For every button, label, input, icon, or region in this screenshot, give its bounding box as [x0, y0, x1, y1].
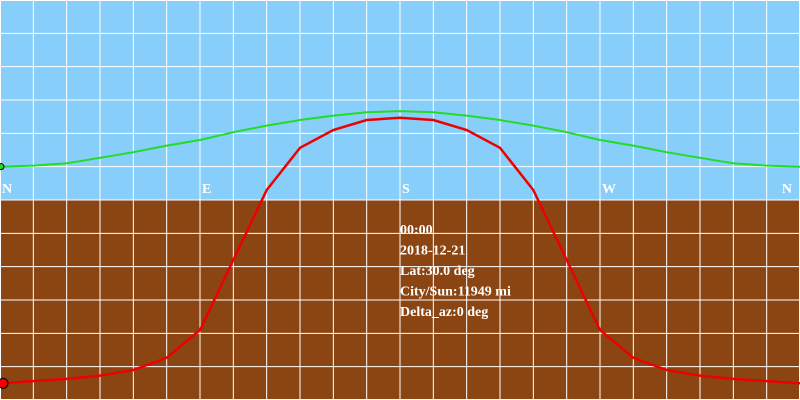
- info-text: Lat:30.0 deg: [400, 264, 475, 279]
- info-text: 00:00: [400, 223, 433, 238]
- compass-label: N: [782, 182, 792, 197]
- info-text: City/Sun:11949 mi: [400, 285, 511, 300]
- series-line: [0, 116, 800, 385]
- start-marker: [0, 163, 5, 171]
- info-text: Delta_az:0 deg: [400, 305, 488, 320]
- compass-label: S: [402, 182, 410, 197]
- start-marker: [0, 377, 9, 389]
- compass-label: W: [602, 182, 616, 197]
- compass-label: E: [202, 182, 211, 197]
- info-text: 2018-12-21: [400, 244, 465, 259]
- series-line: [0, 110, 800, 168]
- compass-label: N: [2, 182, 12, 197]
